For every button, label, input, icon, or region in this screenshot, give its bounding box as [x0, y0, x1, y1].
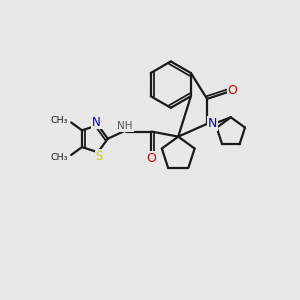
Text: NH: NH — [117, 121, 133, 131]
Text: O: O — [227, 84, 237, 97]
Text: N: N — [92, 116, 101, 129]
Text: O: O — [146, 152, 156, 165]
Text: CH₃: CH₃ — [51, 153, 68, 162]
Text: N: N — [208, 117, 217, 130]
Text: CH₃: CH₃ — [50, 116, 68, 125]
Text: S: S — [96, 150, 103, 163]
